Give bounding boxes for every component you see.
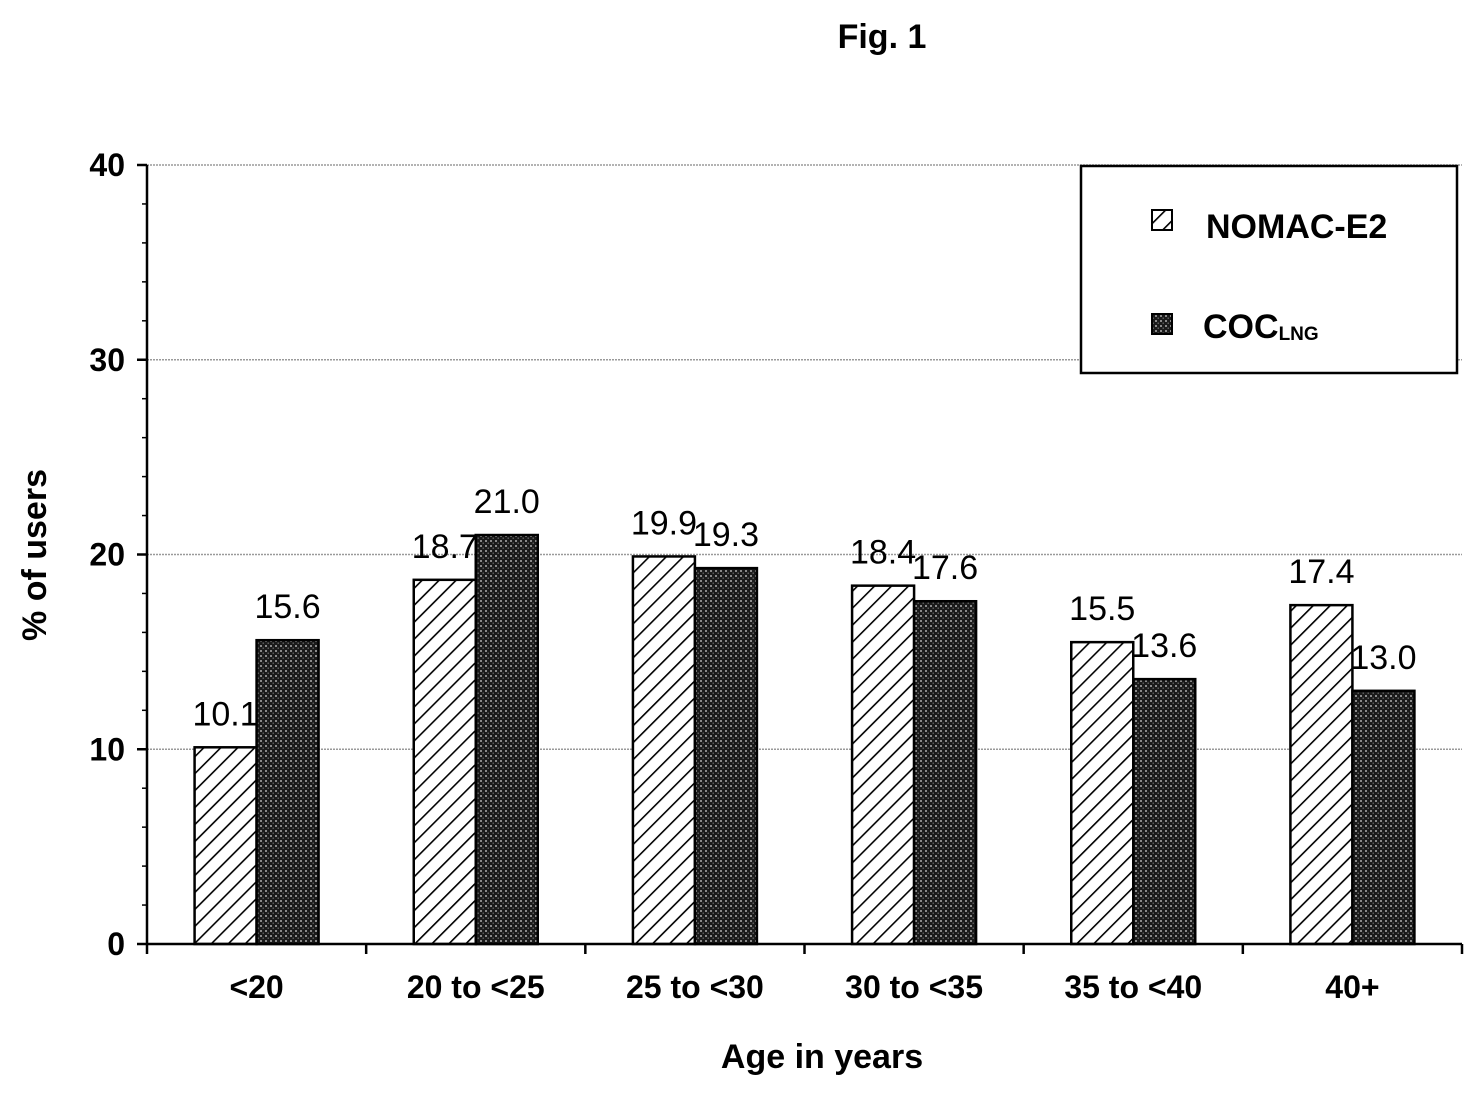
data-label-nomac-e2-40: 17.4 (1288, 553, 1354, 591)
data-label-nomac-e2-20: 10.1 (192, 695, 258, 733)
y-tick-label-40: 40 (89, 147, 125, 183)
bar-coc-30-to-35 (912, 599, 978, 946)
data-label-nomac-e2-25-to-30: 19.9 (631, 504, 697, 542)
x-tick-label-20: <20 (229, 969, 283, 1005)
legend-label-coc-lng: COCLNG (1203, 308, 1319, 346)
bar-coc-20 (255, 638, 320, 946)
data-label-coc-20-to-25: 21.0 (474, 483, 540, 521)
x-tick-label-20-to-25: 20 to <25 (407, 969, 545, 1005)
data-label-nomac-e2-20-to-25: 18.7 (412, 528, 478, 566)
y-tick-label-10: 10 (89, 731, 125, 767)
data-label-coc-35-to-40: 13.6 (1131, 627, 1197, 665)
y-tick-label-30: 30 (89, 342, 125, 378)
bars-group (193, 533, 1416, 946)
bar-nomac-e2-20-to-25 (412, 578, 477, 946)
x-tick-label-25-to-30: 25 to <30 (626, 969, 764, 1005)
bar-nomac-e2-35-to-40 (1070, 640, 1135, 946)
y-axis-title: % of users (16, 469, 54, 641)
bar-coc-25-to-30 (693, 566, 759, 946)
x-tick-label-35-to-40: 35 to <40 (1064, 969, 1202, 1005)
data-label-nomac-e2-35-to-40: 15.5 (1069, 590, 1135, 628)
legend-swatch-nomac-e2 (1151, 209, 1173, 231)
data-label-nomac-e2-30-to-35: 18.4 (850, 534, 916, 572)
data-label-coc-30-to-35: 17.6 (912, 549, 978, 587)
data-labels-group: 10.1 15.6 18.7 21.0 19.919.3 18.417.6 15.513.6… (192, 483, 1416, 733)
x-tick-label-40: 40+ (1325, 969, 1379, 1005)
bar-nomac-e2-30-to-35 (850, 584, 916, 946)
axes-group: <20 20 to <25 25 to <30 30 to <35 35 to <40 4… (89, 147, 1464, 1005)
bar-coc-35-to-40 (1132, 677, 1197, 946)
legend: NOMAC-E2 COCLNG (1079, 164, 1459, 375)
data-label-coc-20: 15.6 (254, 588, 320, 626)
y-tick-label-0: 0 (107, 926, 125, 962)
data-label-coc-25-to-30: 19.3 (693, 516, 759, 554)
x-tick-label-30-to-35: 30 to <35 (845, 969, 983, 1005)
bar-nomac-e2-40 (1289, 603, 1354, 946)
figure-label: Fig. 1 (838, 18, 927, 56)
legend-swatch-coc-lng (1151, 313, 1173, 335)
bar-coc-40 (1351, 689, 1416, 946)
legend-box (1079, 164, 1459, 375)
bar-nomac-e2-20 (193, 746, 258, 946)
x-axis-title: Age in years (721, 1038, 923, 1076)
data-label-coc-40: 13.0 (1350, 639, 1416, 677)
bar-nomac-e2-25-to-30 (631, 555, 697, 946)
bar-coc-20-to-25 (474, 533, 539, 946)
legend-label-nomac-e2: NOMAC-E2 (1206, 208, 1387, 246)
y-tick-label-20: 20 (89, 537, 125, 573)
